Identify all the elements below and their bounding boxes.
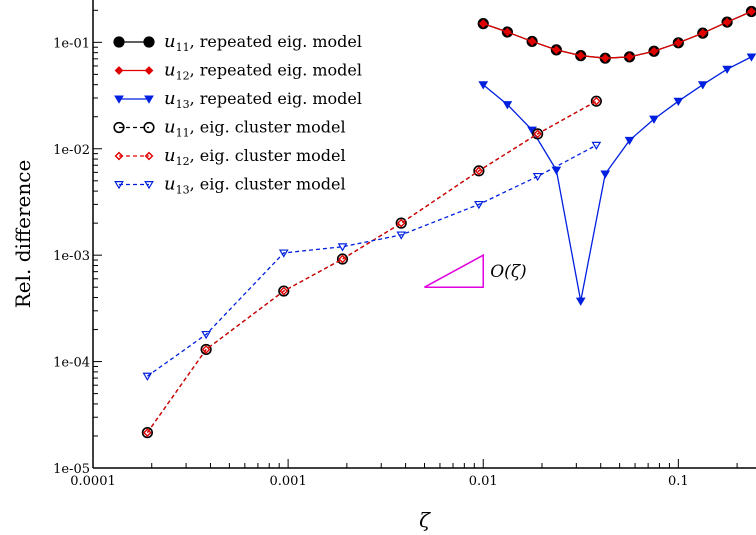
legend-item: u11, eig. cluster model [113, 117, 346, 140]
data-point [336, 253, 349, 265]
data-point [527, 37, 537, 46]
data-point [747, 7, 756, 16]
legend-marker-right [144, 151, 154, 161]
data-point [673, 38, 683, 48]
data-point [338, 254, 347, 264]
data-point [551, 166, 562, 175]
data-point [697, 81, 708, 90]
series-line [483, 10, 752, 59]
y-axis-title: Rel. difference [11, 160, 35, 309]
legend-item: u12, repeated eig. model [114, 60, 362, 83]
legend-marker-right [144, 181, 154, 190]
data-point [649, 46, 659, 56]
legend-marker-left [113, 121, 125, 134]
legend-marker-left [114, 95, 124, 104]
legend-label: u11, eig. cluster model [164, 117, 346, 140]
data-point [396, 231, 407, 240]
data-point [279, 286, 289, 296]
data-point [478, 19, 488, 28]
legend-label: u12, eig. cluster model [164, 145, 346, 168]
legend-label: u12, repeated eig. model [164, 60, 362, 83]
y-ticks: 1e-05 1e-04 1e-03 1e-02 1e-01 [53, 9, 102, 477]
series-line [483, 10, 752, 59]
legend-item: u12, eig. cluster model [114, 145, 346, 168]
x-axis-title: ζ [419, 508, 431, 532]
y-tick-label: 1e-05 [53, 462, 90, 477]
data-point [649, 115, 659, 124]
legend-label: u13, repeated eig. model [164, 88, 362, 111]
data-point [722, 17, 732, 27]
data-point [532, 128, 544, 140]
data-point [591, 141, 602, 150]
data-point [600, 53, 610, 63]
data-point [337, 243, 348, 252]
data-point [576, 51, 586, 61]
data-point [746, 53, 756, 62]
x-tick-label: 0.01 [469, 474, 498, 489]
data-point [396, 218, 406, 228]
series-line [147, 144, 597, 377]
series-layer [141, 5, 756, 439]
series-2 [478, 7, 756, 63]
data-point [201, 330, 211, 340]
legend-label: u11, repeated eig. model [164, 31, 362, 54]
data-point [722, 65, 732, 74]
legend-marker-right [144, 66, 154, 75]
data-point [502, 101, 513, 110]
y-tick-label: 1e-04 [53, 356, 90, 371]
data-point [625, 52, 634, 62]
data-point [698, 28, 708, 38]
series-1 [477, 5, 756, 64]
y-tick-label: 1e-02 [53, 143, 90, 158]
legend-marker-left [114, 181, 124, 190]
legend-marker-left [113, 36, 125, 48]
legend-item: u13, repeated eig. model [114, 88, 362, 111]
data-point [200, 343, 212, 356]
data-point [395, 217, 407, 229]
data-point [478, 81, 489, 90]
data-point [142, 428, 152, 438]
legend-item: u11, repeated eig. model [113, 31, 362, 54]
series-line [146, 100, 597, 433]
series-5 [142, 96, 601, 438]
data-point [278, 285, 290, 297]
series-3 [478, 53, 756, 306]
x-tick-label: 0.001 [270, 474, 307, 489]
data-point [141, 427, 153, 439]
legend-marker-right [143, 36, 155, 48]
data-point [590, 95, 602, 107]
x-tick-label: 0.0001 [70, 474, 116, 489]
legend-marker-right [144, 95, 154, 104]
slope-annotation: O(ζ) [424, 253, 527, 288]
data-point [533, 129, 543, 139]
x-ticks: 0.0001 0.001 0.01 0.1 [70, 459, 738, 489]
legend-item: u13, eig. cluster model [114, 174, 346, 197]
data-point [673, 97, 684, 106]
data-point [575, 297, 586, 306]
data-point [624, 136, 635, 146]
legend-label: u13, eig. cluster model [164, 174, 346, 197]
data-point [201, 345, 211, 354]
data-point [474, 166, 484, 176]
data-point [473, 165, 485, 177]
data-point [532, 172, 543, 182]
data-point [142, 372, 153, 381]
slope-label: O(ζ) [490, 262, 526, 282]
slope-triangle [424, 253, 484, 288]
legend: u11, repeated eig. model u12, repeated ei… [113, 31, 362, 197]
legend-marker-left [114, 151, 124, 161]
data-point [600, 170, 611, 179]
x-tick-label: 0.1 [668, 474, 689, 489]
data-point [551, 45, 561, 55]
data-point [591, 96, 601, 106]
data-point [474, 200, 484, 210]
y-tick-label: 1e-01 [53, 36, 90, 51]
legend-marker-right [143, 121, 155, 134]
data-point [278, 249, 289, 258]
legend-marker-left [114, 66, 124, 75]
series-6 [142, 141, 602, 381]
y-tick-label: 1e-03 [53, 249, 90, 264]
data-point [503, 27, 512, 37]
